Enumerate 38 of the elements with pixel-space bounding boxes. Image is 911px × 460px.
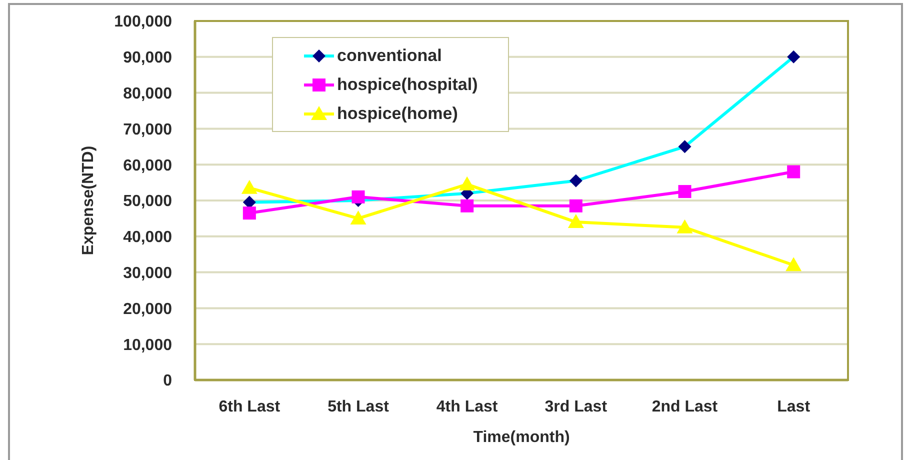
point <box>787 165 800 178</box>
y-tick-label: 20,000 <box>123 300 172 318</box>
y-axis-title: Expense(NTD) <box>80 146 96 256</box>
point <box>242 196 256 209</box>
legend-label: hospice(hospital) <box>337 74 478 94</box>
y-tick-label: 80,000 <box>123 85 172 102</box>
point <box>786 257 802 272</box>
x-tick-label: 5th Last <box>328 398 390 416</box>
point <box>350 210 366 224</box>
point <box>352 190 365 204</box>
point <box>676 219 693 234</box>
y-tick-label: 0 <box>163 372 172 390</box>
x-tick-label: 4th Last <box>436 398 498 416</box>
y-tick-label: 40,000 <box>123 229 172 246</box>
y-tick-label: 50,000 <box>123 193 172 210</box>
point <box>569 174 582 188</box>
point <box>242 206 256 220</box>
y-tick-label: 90,000 <box>123 50 172 67</box>
x-tick-label: 6th Last <box>218 398 281 416</box>
point <box>241 180 258 194</box>
point <box>678 185 692 198</box>
x-axis-title: Time(month) <box>473 428 570 446</box>
legend-label: hospice(home) <box>337 104 458 124</box>
point <box>459 176 476 190</box>
y-tick-label: 100,000 <box>114 14 172 31</box>
point <box>568 214 584 228</box>
legend-label: conventional <box>337 46 442 66</box>
x-tick-label: 2nd Last <box>652 398 718 416</box>
point <box>569 199 582 212</box>
y-tick-label: 30,000 <box>123 264 172 282</box>
point <box>460 199 474 212</box>
point <box>678 140 692 154</box>
x-tick-label: Last <box>777 398 811 416</box>
y-tick-label: 60,000 <box>123 157 172 174</box>
point <box>787 50 800 64</box>
y-tick-label: 70,000 <box>123 121 172 138</box>
x-tick-label: 3rd Last <box>544 398 608 416</box>
y-tick-label: 10,000 <box>123 336 172 354</box>
